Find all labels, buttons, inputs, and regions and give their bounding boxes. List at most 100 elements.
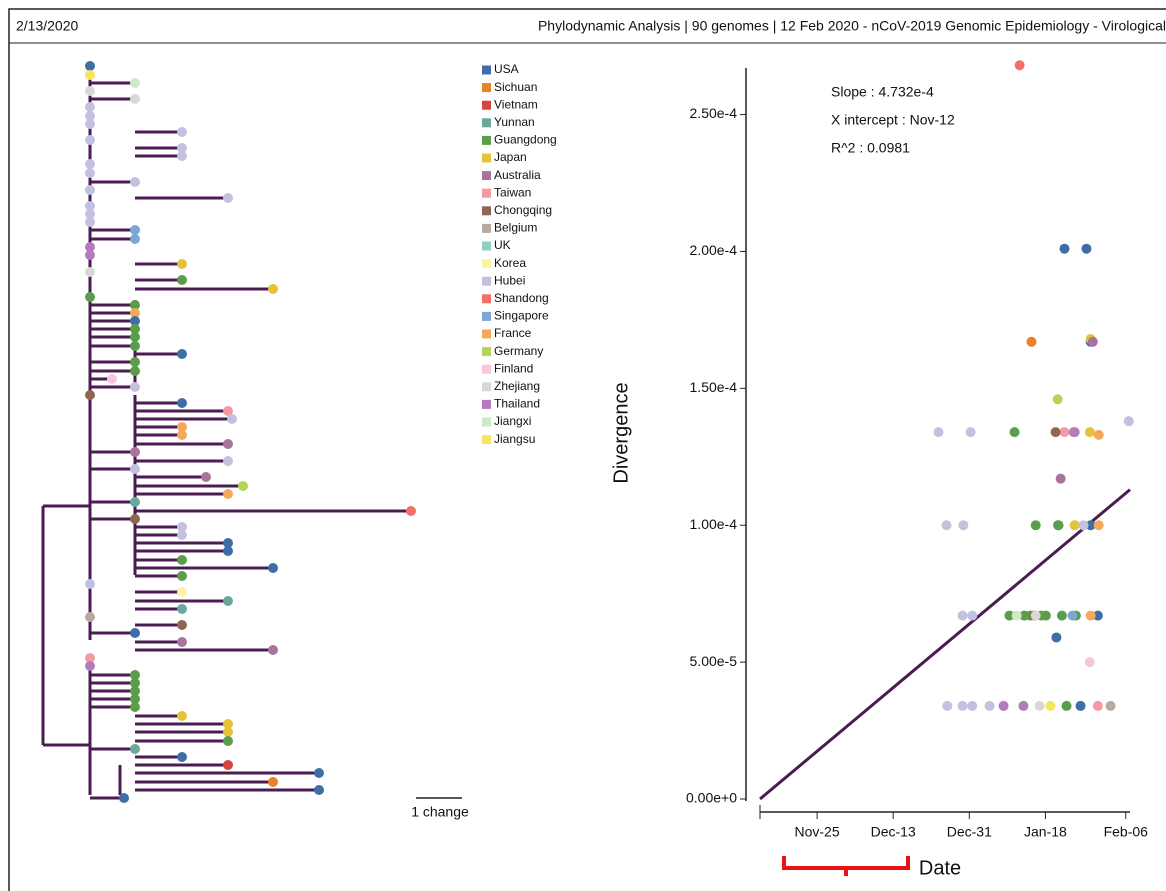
scatter-point <box>933 427 944 438</box>
tree-tip <box>314 785 324 795</box>
legend-label: Finland <box>494 361 533 375</box>
scatter-point <box>1052 394 1063 405</box>
annotation: Slope : 4.732e-4 <box>831 84 934 100</box>
scatter-point <box>1061 700 1072 711</box>
tree-tip <box>130 686 140 696</box>
scatter-point <box>942 700 953 711</box>
tree-tip <box>130 464 140 474</box>
tree-tip <box>223 489 233 499</box>
tree-tip <box>85 111 95 121</box>
tree-tip <box>223 406 233 416</box>
scatter-point <box>1050 427 1061 438</box>
tree-tip <box>85 185 95 195</box>
legend-swatch <box>482 311 491 321</box>
tree-tip <box>177 398 187 408</box>
frame <box>8 8 1166 891</box>
tree-tip <box>85 579 95 589</box>
legend-swatch <box>482 435 491 445</box>
legend-swatch <box>482 294 491 304</box>
tree-tip <box>223 727 233 737</box>
scatter-point <box>1059 243 1070 254</box>
legend-swatch <box>482 276 491 286</box>
scale-label: 1 change <box>411 804 469 820</box>
y-tick-label: 2.50e-4 <box>690 105 738 121</box>
scatter-point <box>957 700 968 711</box>
tree-tip <box>201 472 211 482</box>
scatter-point <box>984 700 995 711</box>
x-tick-label: Dec-13 <box>871 824 916 840</box>
legend-swatch <box>482 382 491 392</box>
legend-label: Shandong <box>494 291 549 305</box>
scatter-point <box>1078 520 1089 531</box>
x-tick-label: Jan-18 <box>1024 824 1067 840</box>
scatter-point <box>1034 700 1045 711</box>
scatter-point <box>1059 427 1070 438</box>
legend-swatch <box>482 206 491 216</box>
scatter-point <box>1056 610 1067 621</box>
legend-swatch <box>482 135 491 145</box>
tree-tip <box>130 670 140 680</box>
legend-label: Singapore <box>494 309 549 323</box>
y-axis-label: Divergence <box>610 382 632 483</box>
scatter-point <box>1093 429 1104 440</box>
y-tick-label: 1.50e-4 <box>690 379 738 395</box>
scatter-point <box>1084 657 1095 668</box>
tree-tip <box>177 430 187 440</box>
tree-tip <box>223 546 233 556</box>
scatter-point <box>1123 416 1134 427</box>
tree-tip <box>85 267 95 277</box>
fit-line <box>759 488 1131 801</box>
scatter-point <box>1018 700 1029 711</box>
tree-tip <box>85 209 95 219</box>
tree-tip <box>85 135 95 145</box>
tree-tip <box>130 177 140 187</box>
tree-tip <box>85 102 95 112</box>
scatter-point <box>1009 427 1020 438</box>
tree-tip <box>85 250 95 260</box>
scatter-point <box>967 700 978 711</box>
scatter-point <box>967 610 978 621</box>
scatter-point <box>965 427 976 438</box>
tree-tip <box>177 637 187 647</box>
tree-tip <box>268 645 278 655</box>
scatter-point <box>1075 700 1086 711</box>
legend-label: Belgium <box>494 221 537 235</box>
bracket <box>782 856 910 876</box>
scatter-point <box>957 610 968 621</box>
legend-label: Yunnan <box>494 115 535 129</box>
tree-tip <box>268 563 278 573</box>
tree-tip <box>130 702 140 712</box>
tree-tip <box>85 292 95 302</box>
scatter-point <box>1092 700 1103 711</box>
scatter-point <box>1030 610 1041 621</box>
tree-tip <box>223 538 233 548</box>
tree-tip <box>130 332 140 342</box>
legend-label: Jiangxi <box>494 414 531 428</box>
tree-tip <box>223 456 233 466</box>
tree-tip <box>85 61 95 71</box>
annotation: X intercept : Nov-12 <box>831 112 955 128</box>
tree <box>41 61 416 803</box>
tree-tip <box>130 316 140 326</box>
legend-label: UK <box>494 238 511 252</box>
tree-tip <box>85 653 95 663</box>
tree-tip <box>223 439 233 449</box>
tree-tip <box>177 604 187 614</box>
header-date: 2/13/2020 <box>16 18 78 34</box>
legend-swatch <box>482 65 491 75</box>
legend-label: Sichuan <box>494 80 537 94</box>
tree-tip <box>177 259 187 269</box>
tree-tip <box>177 127 187 137</box>
legend-label: Taiwan <box>494 185 531 199</box>
tree-tip <box>177 143 187 153</box>
tree-tip <box>85 168 95 178</box>
scatter-point <box>1067 610 1078 621</box>
scatter-point <box>1011 610 1022 621</box>
scatter-point <box>998 700 1009 711</box>
tree-tip <box>238 481 248 491</box>
tree-tip <box>130 308 140 318</box>
legend-swatch <box>482 153 491 163</box>
tree-tip <box>406 506 416 516</box>
tree-tip <box>268 777 278 787</box>
legend-label: Chongqing <box>494 203 552 217</box>
